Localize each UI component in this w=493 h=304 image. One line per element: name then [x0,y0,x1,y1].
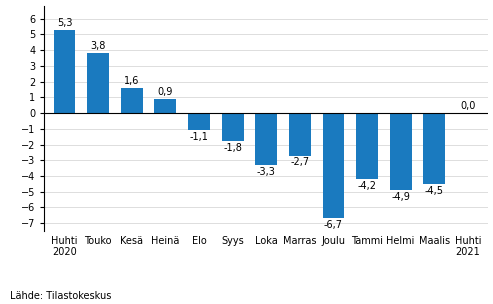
Bar [87,53,109,113]
Bar [289,113,311,156]
Text: -3,3: -3,3 [257,167,276,177]
Text: -1,8: -1,8 [223,143,242,153]
Text: 3,8: 3,8 [90,41,106,51]
Text: 1,6: 1,6 [124,76,140,86]
Text: -4,5: -4,5 [425,186,444,196]
Bar [188,113,210,130]
Text: -4,2: -4,2 [357,181,377,191]
Text: Lähde: Tilastokeskus: Lähde: Tilastokeskus [10,291,111,301]
Bar [423,113,445,184]
Text: -1,1: -1,1 [189,132,209,142]
Text: -6,7: -6,7 [324,220,343,230]
Bar [322,113,345,219]
Text: 5,3: 5,3 [57,18,72,28]
Text: -4,9: -4,9 [391,192,410,202]
Bar [121,88,142,113]
Bar [154,99,176,113]
Text: 0,0: 0,0 [460,101,476,111]
Text: 0,9: 0,9 [158,87,173,97]
Bar [390,113,412,190]
Text: -2,7: -2,7 [290,157,310,168]
Bar [255,113,277,165]
Bar [356,113,378,179]
Bar [54,30,75,113]
Bar [222,113,244,141]
